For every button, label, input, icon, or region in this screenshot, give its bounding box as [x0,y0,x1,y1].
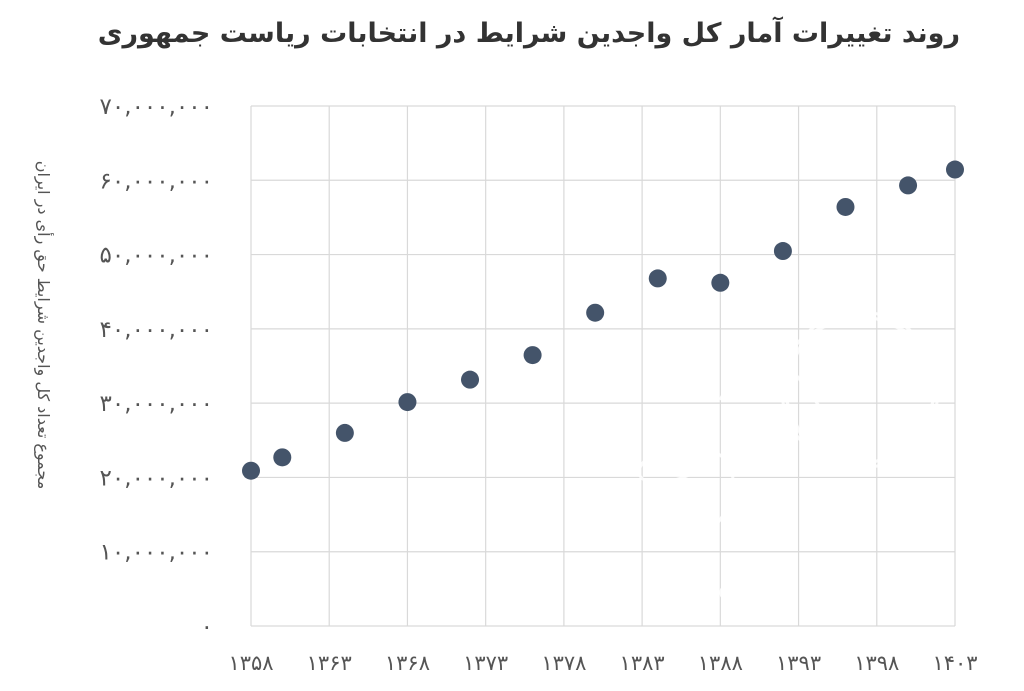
data-point [398,393,417,412]
data-point [711,273,730,292]
x-tick-label: ۱۳۶۳ [307,651,352,675]
y-tick-label: ۴۰,۰۰۰,۰۰۰ [100,317,213,343]
data-points [242,160,964,480]
y-tick-label: ۲۰,۰۰۰,۰۰۰ [100,465,213,491]
x-tick-label: ۱۳۸۸ [698,651,743,675]
y-tick-label: ۱۰,۰۰۰,۰۰۰ [100,540,213,566]
y-tick-label: ۷۰,۰۰۰,۰۰۰ [100,94,213,120]
y-tick-label: ۶۰,۰۰۰,۰۰۰ [100,168,213,194]
data-point [335,423,354,442]
x-tick-labels: ۱۳۵۸ ۱۳۶۳ ۱۳۶۸ ۱۳۷۳ ۱۳۷۸ ۱۳۸۳ ۱۳۸۸ ۱۳۹۳ ۱۳۹۸ ۱۴۰۳ [228,651,977,675]
data-point [242,461,260,480]
data-point [648,269,667,288]
grid-lines [250,105,956,627]
x-tick-label: ۱۳۷۸ [541,651,586,675]
watermark-site-text: d-mag.ir [568,560,922,611]
data-point [899,176,918,195]
x-tick-label: ۱۳۹۳ [776,651,821,675]
y-tick-label: ۵۰,۰۰۰,۰۰۰ [100,243,213,269]
x-tick-label: ۱۳۶۸ [385,651,430,675]
watermark-logo-icon [637,310,940,544]
data-point [586,303,605,322]
data-point [836,197,855,216]
y-tick-label: ۰ [201,614,213,640]
data-point [461,370,480,389]
x-tick-label: ۱۳۵۸ [228,651,273,675]
data-point [273,448,292,467]
data-point [946,160,964,179]
x-tick-label: ۱۴۰۳ [932,651,977,675]
chart-title: روند تغییرات آمار کل واجدین شرایط در انت… [97,18,960,49]
x-tick-label: ۱۳۹۸ [854,651,899,675]
data-point [773,242,792,261]
watermark: d-mag.ir [568,310,940,611]
x-tick-label: ۱۳۷۳ [463,651,508,675]
x-tick-label: ۱۳۸۳ [620,651,665,675]
data-point [523,346,542,365]
y-tick-labels: ۰ ۱۰,۰۰۰,۰۰۰ ۲۰,۰۰۰,۰۰۰ ۳۰,۰۰۰,۰۰۰ ۴۰,۰۰۰,۰۰… [100,94,213,640]
y-tick-label: ۳۰,۰۰۰,۰۰۰ [100,391,213,417]
y-axis-label: مجموع تعداد کل واجدین شرایط حق رأی در ای… [33,161,54,490]
